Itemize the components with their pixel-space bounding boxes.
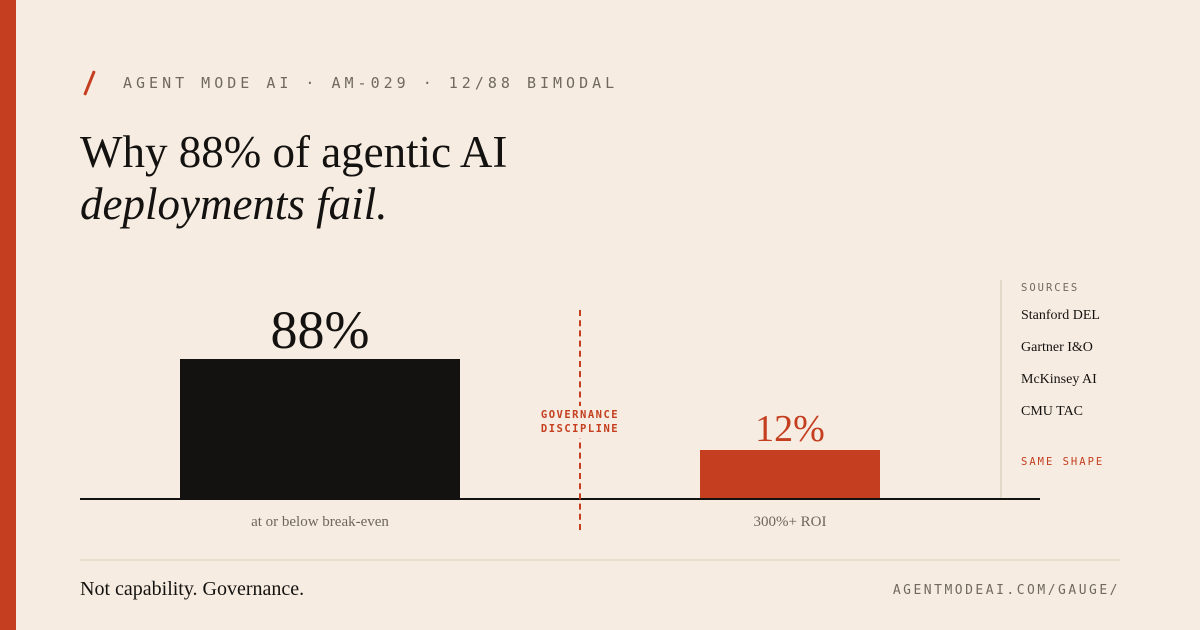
kicker: AGENT MODE AI · AM-029 · 12/88 BIMODAL	[83, 70, 619, 96]
bar-break-even	[180, 359, 460, 499]
x-axis-baseline	[80, 498, 1040, 500]
governance-label: GOVERNANCE DISCIPLINE	[530, 406, 630, 438]
title-line-2: deployments fail.	[80, 179, 388, 229]
sources-heading: SOURCES	[1021, 282, 1080, 294]
governance-label-line-2: DISCIPLINE	[540, 423, 620, 435]
accent-stripe	[0, 0, 16, 630]
footer-url[interactable]: AGENTMODEAI.COM/GAUGE/	[892, 583, 1120, 598]
sources-note: SAME SHAPE	[1021, 456, 1105, 468]
page-title: Why 88% of agentic AI deployments fail.	[80, 126, 507, 230]
source-item: Gartner I&O	[1021, 340, 1093, 355]
value-label-break-even: 88%	[270, 300, 370, 361]
governance-label-line-1: GOVERNANCE	[540, 409, 620, 421]
kicker-text: AGENT MODE AI · AM-029 · 12/88 BIMODAL	[123, 74, 619, 92]
footer-tagline: Not capability. Governance.	[80, 578, 305, 600]
footer-divider	[80, 559, 1120, 561]
category-label-roi: 300%+ ROI	[753, 514, 827, 530]
category-label-break-even: at or below break-even	[251, 514, 389, 530]
sources-panel: SOURCES Stanford DEL Gartner I&O McKinse…	[1000, 280, 1104, 498]
source-item: Stanford DEL	[1021, 308, 1100, 323]
bar-roi	[700, 449, 880, 499]
value-label-roi: 12%	[755, 407, 825, 450]
source-item: CMU TAC	[1021, 404, 1084, 419]
source-item: McKinsey AI	[1021, 372, 1097, 387]
title-line-1: Why 88% of agentic AI	[80, 127, 508, 177]
slash-icon	[83, 70, 96, 96]
